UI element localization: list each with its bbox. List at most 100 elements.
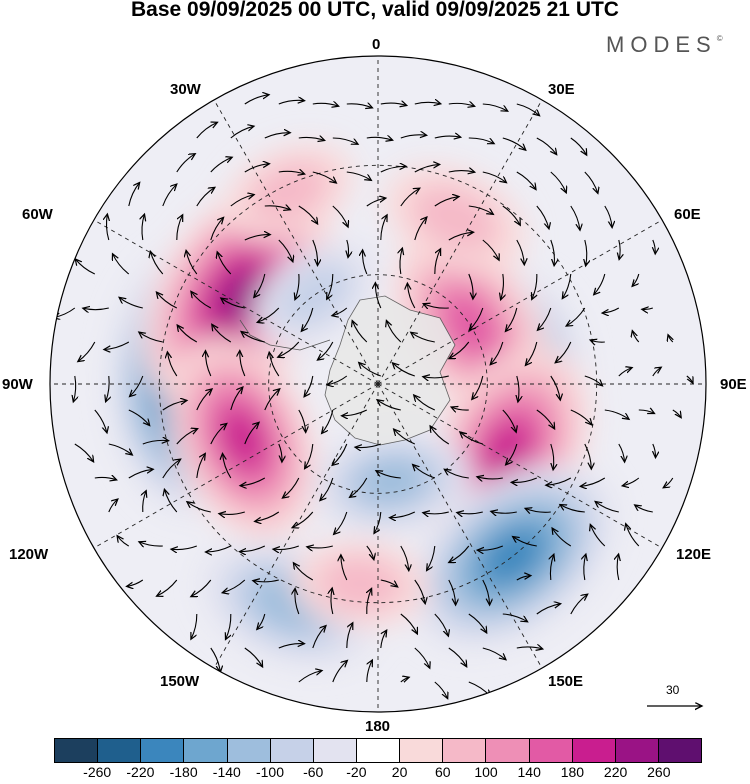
wind-vector (292, 511, 314, 528)
wind-vector (327, 273, 334, 299)
wind-vector (468, 273, 473, 299)
wind-vector (536, 137, 557, 155)
colorbar-tick-label: -180 (169, 764, 198, 780)
wind-vector (449, 545, 470, 563)
wind-vector (210, 217, 224, 241)
wind-vector (301, 307, 314, 331)
wind-vector (312, 171, 337, 183)
wind-vector (477, 477, 503, 479)
wind-vector (570, 205, 580, 230)
wind-vector (298, 137, 325, 140)
wind-vector (94, 477, 117, 479)
wind-vector (240, 351, 246, 377)
wind-vector (602, 307, 620, 313)
wind-vector (414, 647, 430, 668)
anomaly-contour-low-170e (355, 458, 428, 505)
wind-vector (210, 647, 221, 672)
wind-vector (434, 249, 441, 275)
wind-vector (295, 588, 300, 615)
wind-vector (400, 188, 420, 207)
wind-vector (550, 239, 555, 266)
wind-vector (668, 335, 673, 343)
wind-vector (632, 331, 640, 343)
wind-vector (468, 137, 494, 144)
wind-vector (525, 341, 538, 365)
wind-vector (536, 409, 555, 429)
wind-vector (502, 137, 526, 150)
wind-vector (374, 511, 382, 534)
wind-vector (566, 307, 586, 326)
wind-vector (619, 239, 620, 260)
wind-vector (590, 340, 605, 342)
wind-vector (394, 429, 416, 445)
wind-vector (332, 205, 348, 227)
wind-vector (334, 511, 348, 534)
wind-vector (414, 217, 427, 241)
wind-vector (244, 164, 270, 173)
wind-vector (380, 166, 406, 173)
antarctica-landmass (239, 295, 456, 446)
wind-vector (223, 453, 232, 479)
wind-vector (230, 126, 254, 139)
wind-vector (532, 273, 537, 300)
colorbar-tick-label: 100 (474, 764, 498, 780)
wind-vector (434, 197, 459, 207)
wind-vector (350, 477, 368, 497)
wind-vector (307, 546, 333, 548)
colorbar-swatch (55, 739, 99, 762)
wind-vector (332, 443, 348, 465)
wind-vector (638, 410, 655, 414)
wind-vector (584, 554, 586, 581)
wind-vector (423, 376, 449, 378)
wind-vector (264, 389, 280, 411)
wind-vector (244, 647, 263, 667)
wind-vector (400, 135, 427, 139)
wind-vector (653, 239, 655, 254)
wind-vector (196, 122, 218, 139)
anomaly-contour-high-25w (248, 162, 329, 223)
wind-vector (604, 205, 612, 228)
wind-vector (128, 409, 150, 426)
lon-label-150e: 150E (548, 673, 584, 690)
wind-vector (320, 477, 334, 501)
wind-vector (468, 613, 487, 633)
wind-vector (460, 432, 483, 445)
wind-vector (352, 321, 368, 343)
wind-vector (282, 477, 300, 498)
wind-vector (273, 545, 299, 550)
wind-vector (254, 273, 266, 298)
wind-vector (191, 291, 212, 309)
wind-vector (570, 409, 592, 425)
wind-vector (448, 171, 475, 173)
wind-vector (400, 545, 409, 571)
wind-vector (142, 214, 145, 241)
wind-vector (177, 325, 198, 343)
lon-label-150w: 150W (160, 673, 200, 690)
wind-vector (580, 477, 606, 486)
wind-vector (298, 409, 306, 433)
wind-vector (176, 215, 183, 241)
wind-vector (423, 304, 449, 308)
wind-vector (278, 171, 305, 174)
wind-vector (434, 613, 449, 636)
wind-vector (312, 626, 326, 649)
wind-vector (380, 630, 387, 649)
wind-vector (482, 171, 507, 183)
wind-vector (516, 647, 543, 649)
wind-vector (642, 308, 653, 309)
wind-vector (317, 341, 334, 360)
wind-vector (362, 250, 368, 275)
wind-vector (106, 375, 110, 402)
wind-vector (312, 239, 318, 266)
colorbar-ticks: -260 -220 -180 -140 -100 -60 -20 20 60 100 140 180 2… (0, 764, 750, 784)
wind-vector (663, 477, 674, 488)
wind-vector (257, 613, 266, 630)
colorbar-swatch (529, 739, 573, 762)
wind-vector (341, 555, 348, 581)
wind-vector (143, 491, 147, 513)
wind-vector (196, 187, 215, 207)
wind-vector (206, 545, 232, 552)
wind-vector (332, 137, 358, 144)
wind-vector (536, 604, 561, 615)
wind-vector (468, 205, 494, 214)
